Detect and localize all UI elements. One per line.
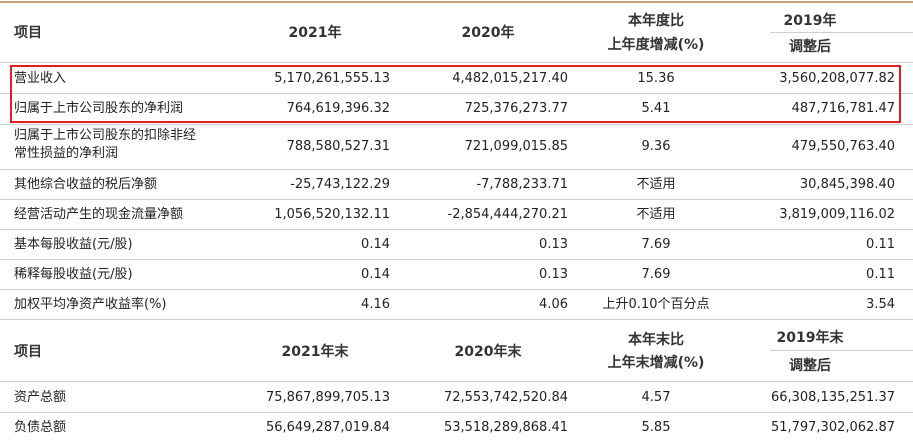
- cell-2020: 4.06: [539, 297, 568, 312]
- row-label: 营业收入: [14, 71, 67, 86]
- cell-2020: 0.13: [539, 237, 568, 252]
- rule: [0, 412, 913, 413]
- cell-change: 7.69: [641, 237, 671, 252]
- row-label: 负债总额: [14, 420, 67, 435]
- cell-2019: 3.54: [866, 297, 895, 312]
- rule: [0, 319, 913, 320]
- header-2021: 2021年: [288, 25, 342, 41]
- table-top-rule: [0, 1, 913, 3]
- cell-2021: -25,743,122.29: [290, 177, 390, 192]
- cell-2021: 75,867,899,705.13: [265, 390, 390, 405]
- cell-2019: 3,819,009,116.02: [779, 207, 895, 222]
- cell-2019: 51,797,302,062.87: [770, 420, 895, 435]
- cell-2019: 30,845,398.40: [799, 177, 895, 192]
- cell-2021: 788,580,527.31: [286, 139, 390, 154]
- cell-change: 5.85: [641, 420, 671, 435]
- cell-2019: 479,550,763.40: [791, 139, 895, 154]
- cell-2019: 66,308,135,251.37: [770, 390, 895, 405]
- row-label: 归属于上市公司股东的净利润: [14, 101, 184, 116]
- header2-2021: 2021年末: [281, 344, 349, 360]
- cell-2020: -7,788,233.71: [476, 177, 568, 192]
- row-label: 其他综合收益的税后净额: [14, 177, 158, 192]
- header-2019: 2019年: [783, 13, 837, 29]
- cell-2019: 0.11: [866, 237, 895, 252]
- cell-2021: 0.14: [361, 267, 390, 282]
- header-2019-adjusted: 调整后: [789, 39, 831, 55]
- row-label: 经营活动产生的现金流量净额: [14, 207, 184, 222]
- cell-2019: 3,560,208,077.82: [779, 71, 895, 86]
- row-label-line1: 归属于上市公司股东的扣除非经: [14, 128, 197, 143]
- rule: [0, 199, 913, 200]
- rule: [0, 381, 913, 382]
- cell-2021: 0.14: [361, 237, 390, 252]
- cell-2021: 56,649,287,019.84: [265, 420, 390, 435]
- rule: [0, 93, 913, 94]
- cell-2020: 721,099,015.85: [464, 139, 568, 154]
- header-item-label: 项目: [14, 25, 42, 41]
- rule: [0, 124, 913, 125]
- cell-change: 5.41: [641, 101, 671, 116]
- cell-2019: 0.11: [866, 267, 895, 282]
- cell-2021: 5,170,261,555.13: [274, 71, 390, 86]
- rule: [0, 169, 913, 170]
- header2-2019-adjusted: 调整后: [789, 358, 831, 374]
- cell-change: 15.36: [637, 71, 675, 86]
- cell-2021: 764,619,396.32: [286, 101, 390, 116]
- cell-2020: 4,482,015,217.40: [452, 71, 568, 86]
- cell-2020: 53,518,289,868.41: [443, 420, 568, 435]
- header2-item-label: 项目: [14, 344, 42, 360]
- rule: [0, 259, 913, 260]
- row-label: 加权平均净资产收益率(%): [14, 297, 167, 312]
- cell-change: 7.69: [641, 267, 671, 282]
- cell-2020: 72,553,742,520.84: [443, 390, 568, 405]
- header2-2019: 2019年末: [776, 330, 844, 346]
- header-2020: 2020年: [461, 25, 515, 41]
- header-change-line1: 本年度比: [628, 13, 684, 29]
- header2-subrule: [770, 350, 913, 351]
- rule: [0, 62, 913, 63]
- header-subrule: [770, 32, 913, 33]
- highlight-box: [10, 65, 901, 123]
- header2-2020: 2020年末: [454, 344, 522, 360]
- header2-change-line2: 上年末增减(%): [607, 355, 705, 371]
- header2-change-line1: 本年末比: [628, 332, 684, 348]
- row-label: 基本每股收益(元/股): [14, 237, 133, 252]
- cell-2021: 4.16: [361, 297, 390, 312]
- cell-2020: 725,376,273.77: [464, 101, 568, 116]
- cell-2020: -2,854,444,270.21: [447, 207, 568, 222]
- cell-change: 不适用: [636, 177, 676, 192]
- cell-2019: 487,716,781.47: [791, 101, 895, 116]
- cell-change: 4.57: [641, 390, 671, 405]
- row-label: 稀释每股收益(元/股): [14, 267, 133, 282]
- cell-2021: 1,056,520,132.11: [274, 207, 390, 222]
- cell-change: 9.36: [641, 139, 671, 154]
- rule: [0, 289, 913, 290]
- cell-change: 上升0.10个百分点: [602, 297, 710, 312]
- row-label-line2: 常性损益的净利润: [14, 146, 119, 161]
- header-change-line2: 上年度增减(%): [607, 37, 705, 53]
- row-label: 资产总额: [14, 390, 67, 405]
- cell-2020: 0.13: [539, 267, 568, 282]
- cell-change: 不适用: [636, 207, 676, 222]
- rule: [0, 229, 913, 230]
